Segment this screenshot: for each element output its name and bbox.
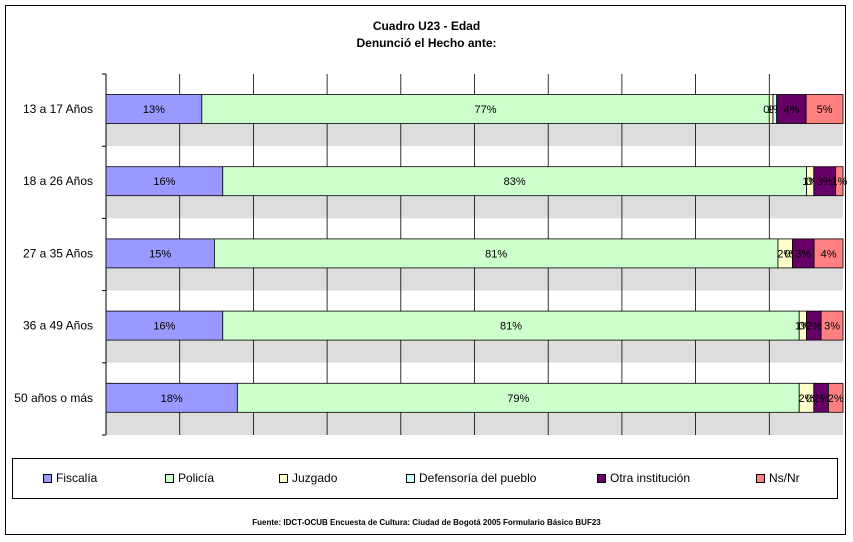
legend-label: Juzgado — [292, 471, 337, 485]
data-label: 81% — [500, 321, 522, 333]
category-label: 50 años o más — [14, 391, 93, 405]
data-label: 3% — [824, 321, 840, 333]
legend-item: Defensoría del pueblo — [406, 471, 536, 485]
data-label: 1% — [831, 176, 847, 188]
legend-item: Ns/Nr — [756, 471, 800, 485]
legend-item: Juzgado — [279, 471, 337, 485]
data-label: 4% — [821, 248, 837, 260]
category-label: 36 a 49 Años — [23, 319, 93, 333]
source-note: Fuente: IDCT-OCUB Encuesta de Cultura: C… — [0, 518, 853, 527]
legend-swatch — [597, 474, 606, 483]
legend: Fiscalía Policía Juzgado Defensoría del pue… — [12, 458, 838, 499]
category-label: 18 a 26 Años — [23, 174, 93, 188]
legend-item: Policía — [165, 471, 214, 485]
data-label: 5% — [817, 104, 833, 116]
data-label: 18% — [161, 393, 183, 405]
legend-swatch — [43, 474, 52, 483]
legend-swatch — [165, 474, 174, 483]
data-label: 81% — [485, 248, 507, 260]
category-label: 27 a 35 Años — [23, 246, 93, 260]
data-label: 3% — [795, 248, 811, 260]
legend-item: Fiscalía — [43, 471, 97, 485]
legend-label: Otra institución — [610, 471, 690, 485]
chart-plot: 13 a 17 Años 13% 77% 0%1% 4% 5%18 a 26 Años 16… — [0, 0, 853, 455]
legend-item: Otra institución — [597, 471, 690, 485]
data-label: 16% — [153, 176, 175, 188]
data-label: 13% — [143, 104, 165, 116]
data-label: 79% — [507, 393, 529, 405]
legend-label: Defensoría del pueblo — [419, 471, 536, 485]
legend-swatch — [756, 474, 765, 483]
data-label: 4% — [783, 104, 799, 116]
legend-swatch — [279, 474, 288, 483]
legend-label: Ns/Nr — [769, 471, 800, 485]
data-label: 16% — [153, 321, 175, 333]
legend-swatch — [406, 474, 415, 483]
data-label: 83% — [504, 176, 526, 188]
legend-label: Policía — [178, 471, 214, 485]
data-label: 2% — [806, 321, 822, 333]
category-label: 13 a 17 Años — [23, 102, 93, 116]
legend-label: Fiscalía — [56, 471, 97, 485]
data-label: 77% — [475, 104, 497, 116]
data-label: 15% — [149, 248, 171, 260]
data-label: 2% — [828, 393, 844, 405]
